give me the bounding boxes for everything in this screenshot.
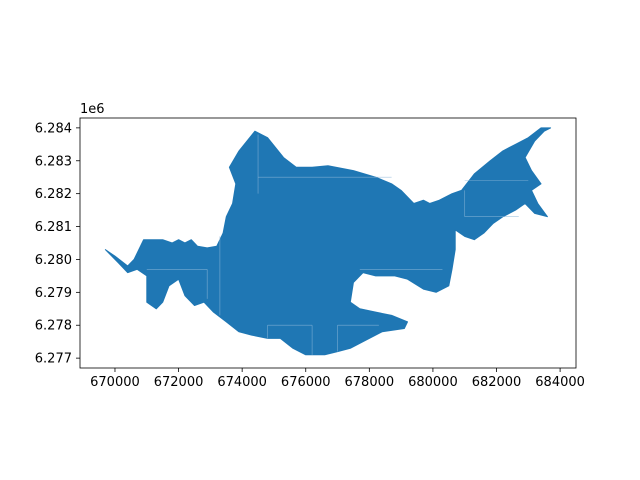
y-tick-label-1: 6.278 — [35, 319, 72, 334]
y-offset-label: 1e6 — [80, 102, 105, 117]
x-tick-label-3: 676000 — [281, 375, 331, 390]
x-tick-label-1: 672000 — [154, 375, 204, 390]
x-tick-label-2: 674000 — [217, 375, 267, 390]
y-tick-label-0: 6.277 — [35, 352, 72, 367]
region-polygon — [104, 127, 552, 356]
x-tick-label-5: 680000 — [408, 375, 458, 390]
axes-frame — [79, 117, 577, 369]
y-tick-label-2: 6.279 — [35, 286, 72, 301]
x-tick-label-7: 684000 — [535, 375, 585, 390]
y-tick-label-5: 6.282 — [35, 187, 72, 202]
x-axis: 670000 672000 674000 676000 678000 680000 6820… — [90, 368, 585, 390]
plot-area — [104, 127, 552, 356]
y-tick-label-6: 6.283 — [35, 154, 72, 169]
y-tick-label-4: 6.281 — [35, 220, 72, 235]
x-tick-label-0: 670000 — [90, 375, 140, 390]
y-tick-label-3: 6.280 — [35, 253, 72, 268]
y-tick-label-7: 6.284 — [35, 121, 72, 136]
y-axis: 6.277 6.278 6.279 6.280 6.281 6.282 6.283 6.284 — [35, 121, 80, 367]
x-tick-label-4: 678000 — [345, 375, 395, 390]
x-tick-label-6: 682000 — [472, 375, 522, 390]
